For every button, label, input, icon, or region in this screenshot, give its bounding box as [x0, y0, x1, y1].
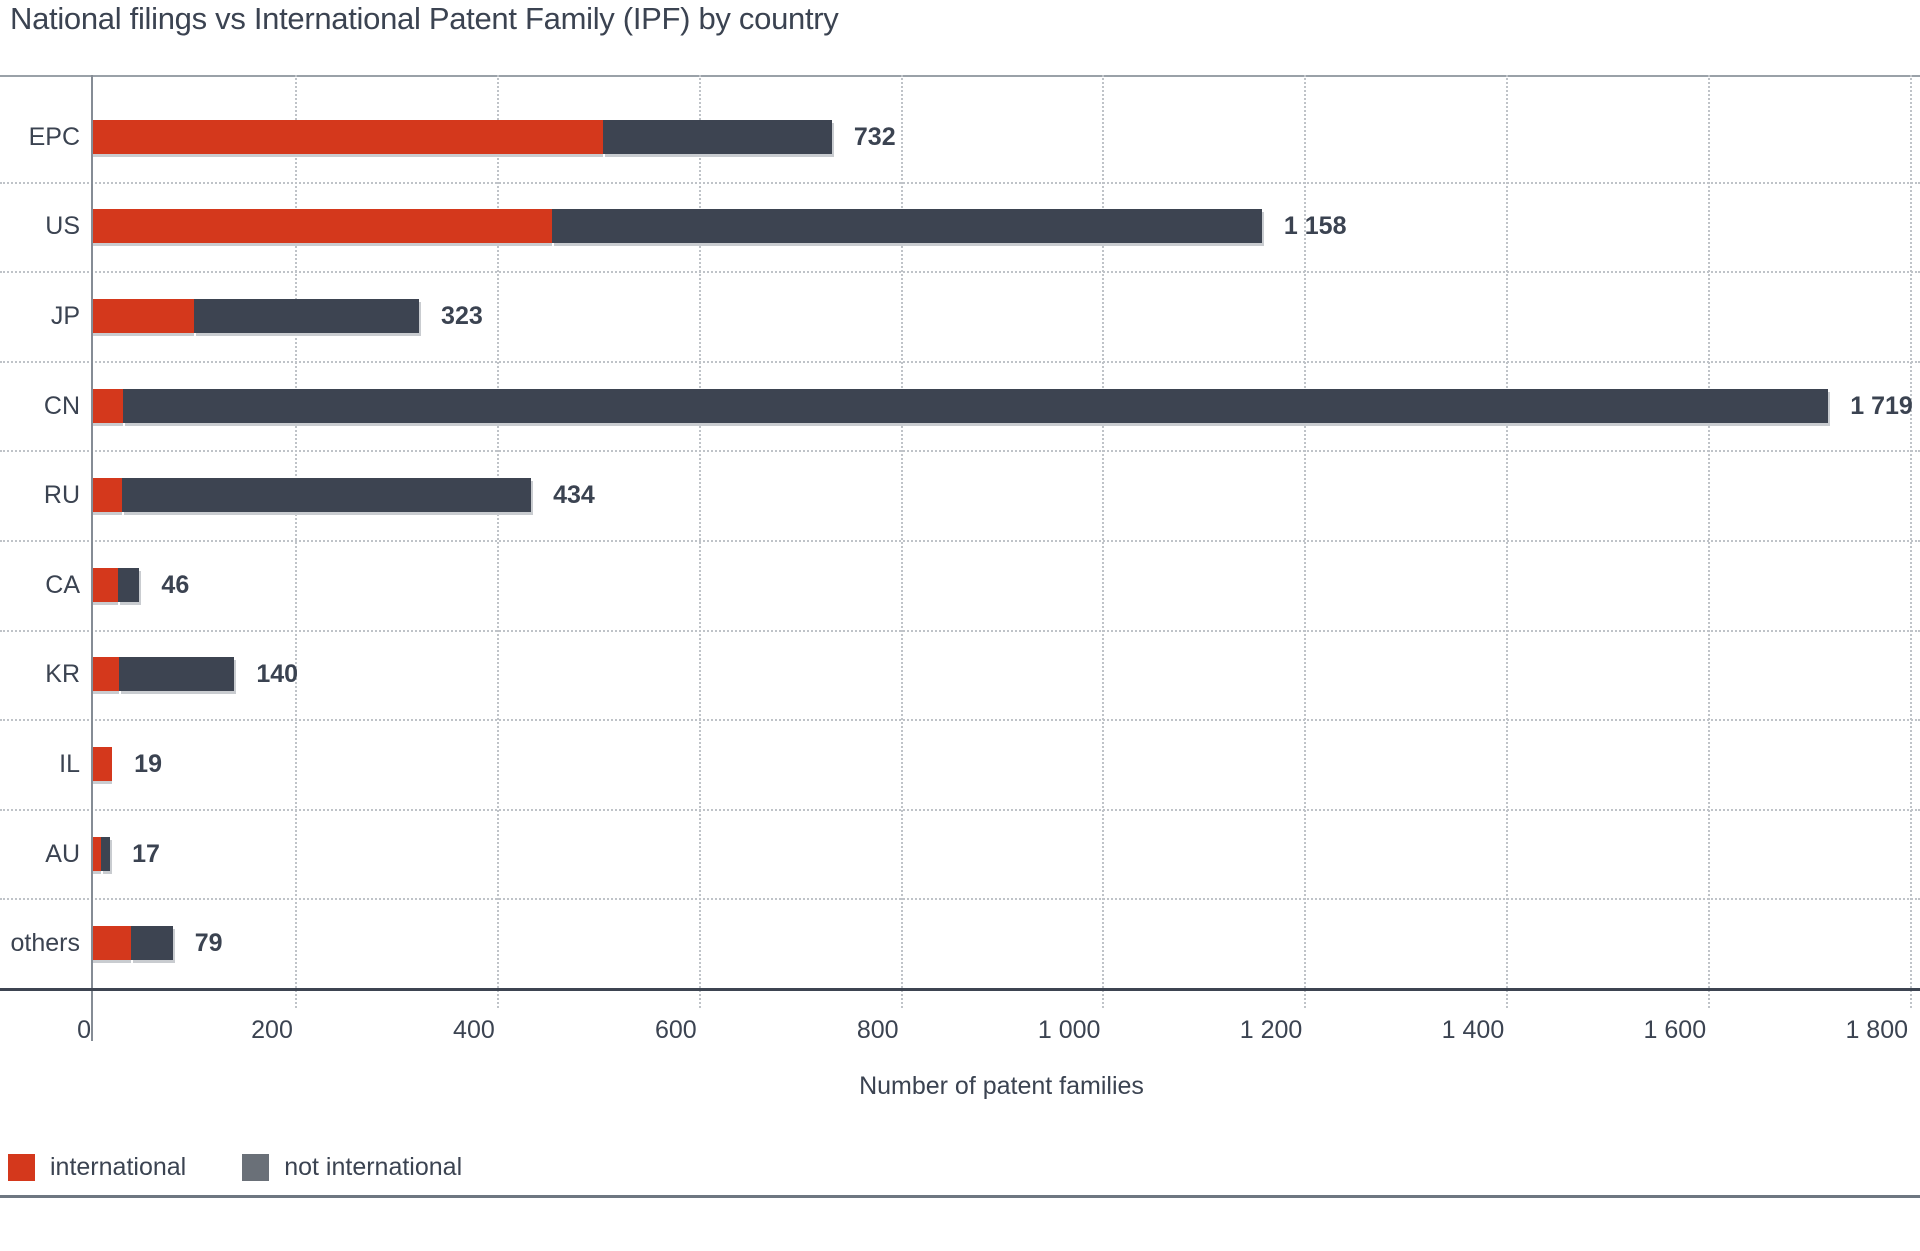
x-tick-label-200: 200 [251, 1016, 293, 1044]
bar-row-il [93, 747, 113, 781]
x-tick-label-1200: 1 200 [1239, 1016, 1303, 1044]
x-tick-label-1400: 1 400 [1441, 1016, 1505, 1044]
bar-segment-kr-international [93, 657, 120, 692]
bar-row-jp [93, 299, 420, 333]
chart-top-border [0, 75, 1920, 77]
total-label-ca: 46 [161, 570, 190, 599]
legend-label-international: international [50, 1153, 187, 1181]
bar-row-au [93, 836, 111, 871]
x-tick-label-600: 600 [654, 1016, 697, 1044]
bar-segment-ru-not-international [122, 478, 532, 513]
category-label-cn: CN [43, 391, 80, 420]
bar-segment-au-international [93, 836, 102, 871]
category-label-epc: EPC [28, 122, 80, 151]
x-axis-title: Number of patent families [859, 1072, 1144, 1100]
horizontal-gridline [0, 808, 1920, 811]
x-axis-line [0, 988, 1920, 991]
chart-title: National filings vs International Patent… [10, 1, 839, 36]
total-label-us: 1 158 [1283, 212, 1347, 241]
total-label-kr: 140 [256, 660, 299, 689]
bar-segment-jp-international [93, 299, 194, 333]
bar-row-ru [93, 478, 532, 513]
bar-segment-jp-not-international [193, 299, 420, 333]
horizontal-gridline [0, 719, 1920, 722]
total-label-au: 17 [132, 839, 160, 868]
y-axis-line [91, 75, 93, 1041]
horizontal-gridline [0, 271, 1920, 274]
bar-row-us [93, 209, 1262, 244]
x-tick-label-400: 400 [453, 1016, 495, 1044]
bar-segment-au-not-international [101, 836, 111, 871]
bar-segment-kr-not-international [119, 657, 235, 692]
legend-item-not-international: not international [242, 1153, 462, 1182]
bar-segment-others-international [93, 926, 132, 961]
legend-swatch-not-international-icon [242, 1154, 270, 1181]
x-tick-label-1600: 1 600 [1643, 1016, 1707, 1044]
total-label-epc: 732 [853, 122, 896, 151]
legend-swatch-international-icon [8, 1154, 35, 1181]
bar-segment-cn-international [93, 388, 124, 423]
total-label-cn: 1 719 [1850, 391, 1913, 420]
bar-row-kr [93, 657, 235, 692]
category-label-ru: RU [43, 481, 80, 510]
bar-segment-others-not-international [131, 926, 173, 961]
total-label-il: 19 [134, 750, 162, 778]
bar-row-epc [93, 119, 832, 154]
legend-label-not-international: not international [284, 1153, 463, 1181]
bar-segment-il-international [93, 747, 113, 781]
horizontal-gridline [0, 181, 1920, 184]
bar-segment-ca-international [93, 567, 119, 602]
bar-segment-ca-not-international [118, 567, 140, 602]
bar-segment-us-not-international [552, 209, 1262, 244]
x-tick-label-1000: 1 000 [1037, 1016, 1101, 1044]
category-label-others: others [10, 929, 80, 958]
bar-segment-ru-international [93, 478, 123, 513]
x-tick-label-800: 800 [856, 1016, 899, 1044]
total-label-jp: 323 [441, 302, 483, 330]
category-label-au: AU [45, 839, 80, 868]
category-label-us: US [45, 212, 80, 241]
bar-segment-epc-not-international [602, 119, 832, 154]
total-label-others: 79 [194, 929, 223, 958]
category-label-kr: KR [45, 660, 80, 689]
bar-segment-us-international [93, 209, 553, 244]
x-tick-label-0: 0 [77, 1016, 91, 1044]
horizontal-gridline [0, 898, 1920, 901]
horizontal-gridline [0, 360, 1920, 363]
bottom-separator-line [0, 1195, 1920, 1198]
x-tick-label-1800: 1 800 [1845, 1016, 1908, 1044]
horizontal-gridline [0, 540, 1920, 542]
legend: international not international [8, 1153, 518, 1182]
horizontal-gridline [0, 450, 1920, 453]
category-label-ca: CA [45, 570, 80, 599]
total-label-ru: 434 [553, 481, 595, 510]
bar-segment-cn-not-international [123, 388, 1829, 423]
bar-row-cn [93, 388, 1829, 423]
category-label-jp: JP [50, 302, 80, 330]
bar-segment-epc-international [93, 119, 603, 154]
bar-row-others [93, 926, 173, 961]
legend-item-international: international [8, 1153, 186, 1182]
horizontal-gridline [0, 629, 1920, 632]
category-label-il: IL [59, 750, 80, 778]
bar-row-ca [93, 567, 140, 602]
